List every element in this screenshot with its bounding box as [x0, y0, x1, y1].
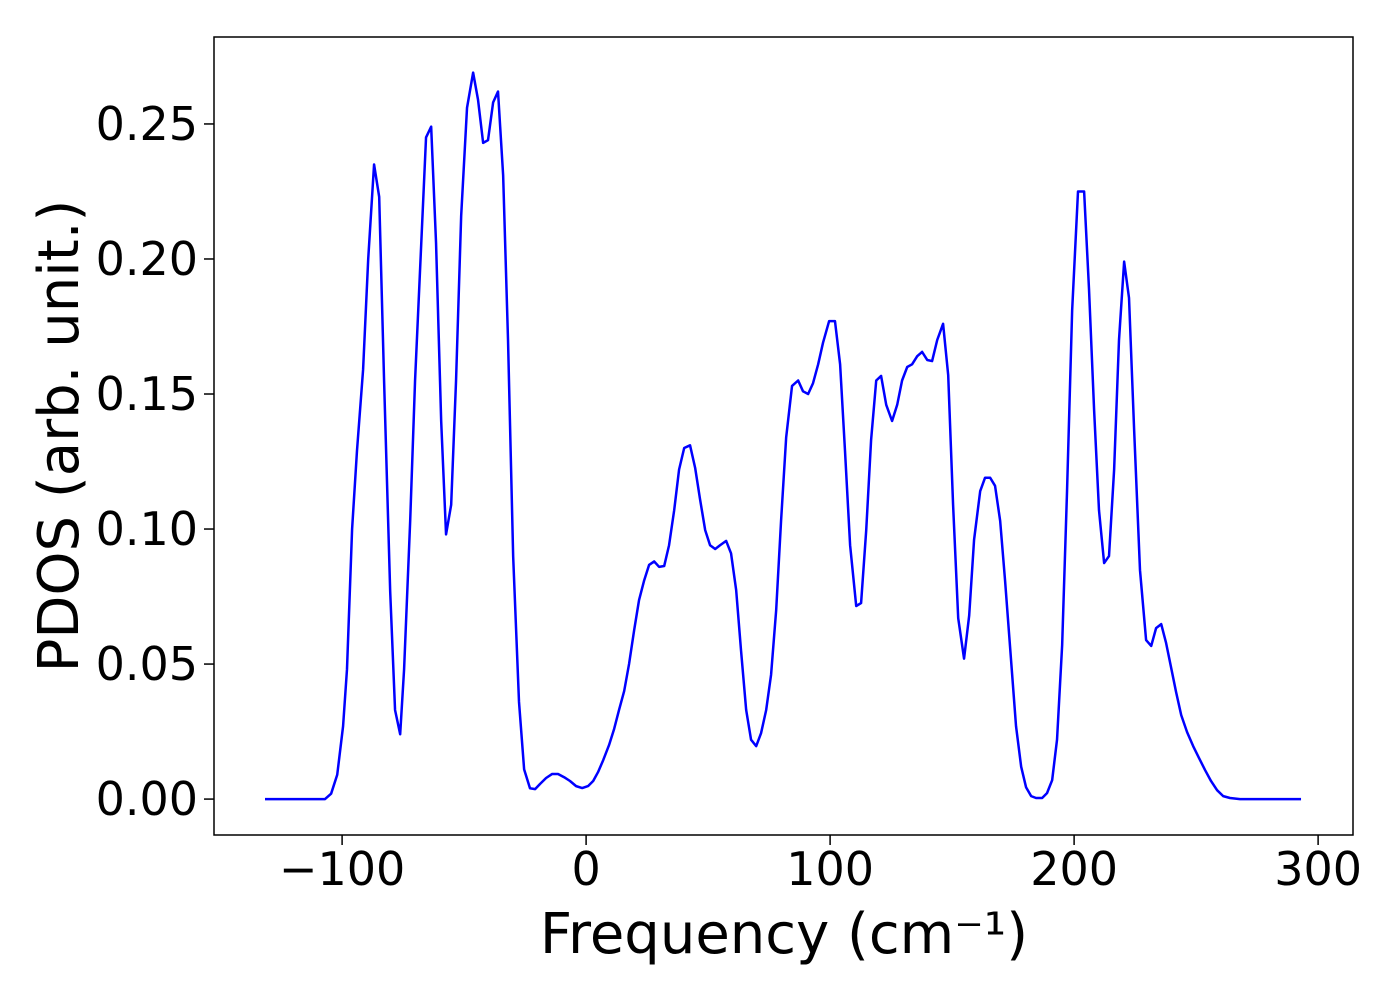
- x-axis-label: Frequency (cm⁻¹): [540, 902, 1028, 967]
- x-tick-label: 100: [786, 842, 874, 896]
- y-tick-label: 0.25: [96, 97, 198, 151]
- data-line: [265, 71, 1302, 801]
- y-tick-label: 0.20: [96, 232, 198, 286]
- y-tick-label: 0.05: [96, 637, 198, 691]
- plot-frame: [213, 36, 1354, 836]
- x-tick-label: −100: [279, 842, 405, 896]
- x-tick-label: 200: [1030, 842, 1118, 896]
- y-axis-label: PDOS (arb. unit.): [27, 200, 92, 673]
- y-tick-label: 0.10: [96, 502, 198, 556]
- y-tick-label: 0.15: [96, 367, 198, 421]
- x-tick-label: 300: [1274, 842, 1362, 896]
- y-tick-label: 0.00: [96, 772, 198, 826]
- x-tick-label: 0: [571, 842, 600, 896]
